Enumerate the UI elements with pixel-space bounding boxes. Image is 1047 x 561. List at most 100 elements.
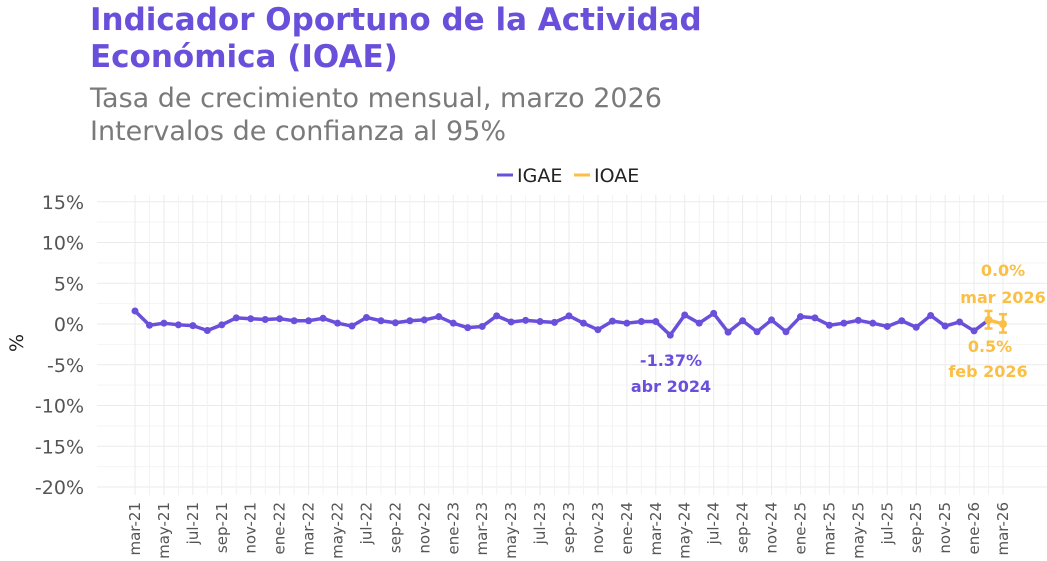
igae-point [681,311,689,319]
igae-point [131,307,139,315]
annotation-feb-value: 0.5% [968,337,1012,356]
igae-point [522,316,530,324]
igae-point [927,311,935,319]
ioae-point [984,315,993,324]
x-tick-label: may-23 [502,502,520,559]
annotation-feb-date: feb 2026 [948,362,1027,381]
igae-point [391,319,399,327]
igae-point [710,309,718,317]
x-tick-label: ene-22 [271,502,289,554]
igae-point [290,317,298,325]
x-tick-label: sep-23 [560,502,578,553]
x-tick-label: ene-24 [618,502,636,554]
igae-point [536,318,544,326]
legend-ioae-label: IOAE [594,165,639,187]
x-tick-label: ene-26 [965,502,983,554]
igae-point [652,318,660,326]
x-tick-label: jul-21 [184,502,202,545]
igae-point [666,331,674,339]
igae-point [334,319,342,327]
igae-point [218,321,226,329]
x-tick-label: nov-23 [589,502,607,554]
igae-point [869,319,877,327]
igae-point [608,317,616,325]
x-tick-label: may-22 [329,502,347,559]
igae-point [261,316,269,324]
x-tick-label: sep-24 [734,502,752,553]
igae-point [695,319,703,327]
x-tick-label: may-21 [155,502,173,559]
x-tick-label: jul-23 [531,502,549,545]
igae-point [478,322,486,330]
x-tick-label: mar-26 [994,502,1012,556]
igae-point [912,323,920,331]
igae-point [941,322,949,330]
y-tick-label: 10% [42,233,84,255]
igae-point [319,314,327,322]
igae-point [203,327,211,335]
y-axis-label: % [6,334,28,352]
igae-point [189,322,197,330]
igae-point [449,319,457,327]
y-tick-label: -15% [35,436,84,458]
x-tick-label: sep-21 [213,502,231,553]
igae-point [782,328,790,336]
igae-point [305,317,313,325]
igae-point [276,315,284,323]
y-tick-label: -5% [47,355,84,377]
ioae-point [999,320,1007,328]
x-tick-label: nov-24 [763,502,781,554]
title-line-2: Económica (IOAE) [90,39,398,75]
igae-point [362,313,370,321]
subtitle-line-1: Tasa de crecimiento mensual, marzo 2026 [90,83,662,114]
x-tick-label: mar-24 [647,502,665,556]
igae-point [739,317,747,325]
igae-point [753,328,761,336]
x-tick-label: nov-21 [242,502,260,554]
annotation-mar-date: mar 2026 [960,288,1045,307]
igae-point [435,313,443,321]
y-tick-label: 5% [54,273,84,295]
x-tick-label: mar-25 [820,502,838,556]
igae-point [724,328,732,336]
x-tick-label: sep-25 [907,502,925,553]
igae-point [464,324,472,332]
chart-subtitle: Tasa de crecimiento mensual, marzo 2026 … [90,82,662,148]
x-tick-label: may-25 [849,502,867,559]
igae-point [493,312,501,320]
x-tick-label: mar-22 [300,502,318,556]
igae-point [232,314,240,322]
x-tick-label: nov-25 [936,502,954,554]
x-tick-label: nov-22 [415,502,433,554]
igae-point [811,314,819,322]
igae-point [623,319,631,327]
legend-igae-label: IGAE [517,165,562,187]
igae-point [840,319,848,327]
x-tick-label: may-24 [676,502,694,559]
x-tick-label: mar-21 [126,502,144,556]
igae-point [796,313,804,321]
igae-point [825,321,833,329]
igae-point [637,318,645,326]
igae-point [145,321,153,329]
title-line-1: Indicador Oportuno de la Actividad [90,2,702,38]
y-tick-label: -20% [35,477,84,499]
igae-point [377,317,385,325]
y-tick-label: 15% [42,192,84,214]
x-tick-label: ene-23 [444,502,462,554]
chart-title: Indicador Oportuno de la Actividad Econó… [90,2,702,76]
x-tick-label: ene-25 [791,502,809,554]
legend: IGAE IOAE [497,165,639,187]
annotation-mar-value: 0.0% [981,261,1025,280]
igae-point [174,321,182,329]
igae-point [768,316,776,324]
igae-point [594,326,602,334]
igae-point [160,319,168,327]
igae-point [507,318,515,326]
igae-point [898,317,906,325]
igae-point [883,322,891,330]
igae-point [247,315,255,323]
igae-point [551,318,559,326]
x-tick-label: mar-23 [473,502,491,556]
igae-point [565,312,573,320]
